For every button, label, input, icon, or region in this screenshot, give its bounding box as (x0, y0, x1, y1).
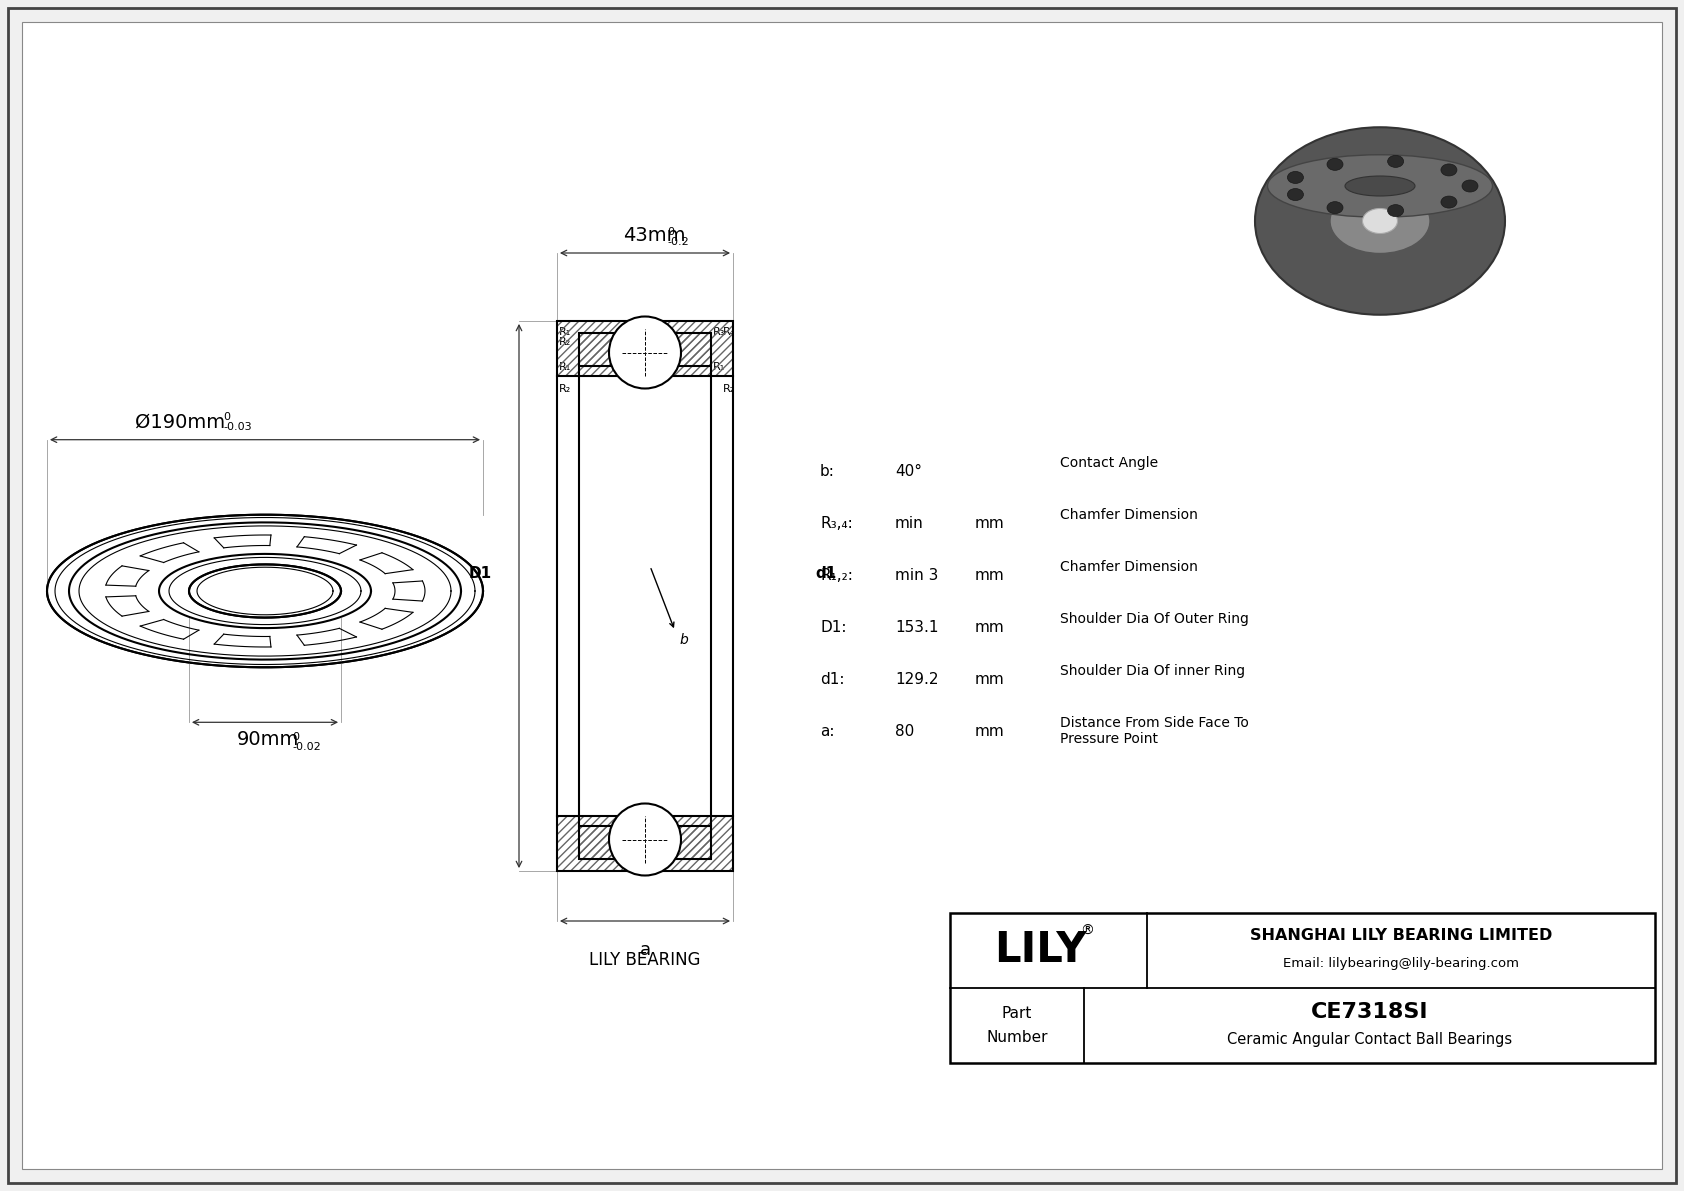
Text: Chamfer Dimension: Chamfer Dimension (1059, 560, 1197, 574)
Text: Shoulder Dia Of Outer Ring: Shoulder Dia Of Outer Ring (1059, 612, 1250, 626)
Ellipse shape (1462, 180, 1479, 192)
Polygon shape (47, 515, 483, 667)
Text: R₃,₄:: R₃,₄: (820, 516, 852, 530)
Text: b:: b: (820, 463, 835, 479)
Text: 80: 80 (894, 723, 914, 738)
Text: mm: mm (975, 723, 1005, 738)
Text: -0.02: -0.02 (291, 742, 320, 753)
Polygon shape (189, 565, 340, 618)
Text: R₄: R₄ (722, 328, 736, 337)
Text: D1: D1 (468, 566, 492, 581)
Text: 0: 0 (291, 732, 300, 742)
Ellipse shape (1288, 172, 1303, 183)
Text: Part: Part (1002, 1006, 1032, 1021)
Text: 0: 0 (222, 412, 231, 422)
Text: Shoulder Dia Of inner Ring: Shoulder Dia Of inner Ring (1059, 665, 1244, 678)
Ellipse shape (1442, 164, 1457, 176)
Text: D1:: D1: (820, 619, 847, 635)
Text: 129.2: 129.2 (894, 672, 938, 686)
Ellipse shape (1327, 158, 1344, 170)
Ellipse shape (1268, 155, 1492, 217)
Ellipse shape (1288, 188, 1303, 200)
Text: d1: d1 (815, 566, 837, 581)
Text: -0.03: -0.03 (222, 422, 251, 431)
Circle shape (610, 804, 680, 875)
Text: Distance From Side Face To: Distance From Side Face To (1059, 716, 1250, 730)
Text: -0.2: -0.2 (667, 237, 689, 247)
Bar (950, 913, 1655, 1064)
Ellipse shape (1388, 205, 1404, 217)
Circle shape (610, 317, 680, 388)
Text: LILY BEARING: LILY BEARING (589, 950, 701, 969)
Text: Number: Number (987, 1030, 1047, 1045)
Text: b: b (679, 632, 687, 647)
Text: 43mm: 43mm (623, 226, 685, 245)
Ellipse shape (1255, 127, 1505, 314)
Text: mm: mm (975, 619, 1005, 635)
Ellipse shape (1388, 155, 1404, 168)
Text: d1:: d1: (820, 672, 844, 686)
Text: R₁: R₁ (559, 362, 571, 372)
Text: Chamfer Dimension: Chamfer Dimension (1059, 509, 1197, 522)
Text: a: a (640, 941, 650, 959)
Text: R₂: R₂ (559, 337, 571, 347)
Text: Contact Angle: Contact Angle (1059, 456, 1159, 470)
Text: R₁: R₁ (712, 362, 726, 372)
Text: R₂: R₂ (559, 384, 571, 394)
Ellipse shape (1327, 201, 1344, 213)
Text: Ø190mm: Ø190mm (135, 413, 226, 431)
Text: min: min (894, 516, 925, 530)
Text: R₁,₂:: R₁,₂: (820, 567, 852, 582)
Text: Email: lilybearing@lily-bearing.com: Email: lilybearing@lily-bearing.com (1283, 958, 1519, 971)
Text: mm: mm (975, 516, 1005, 530)
Ellipse shape (1330, 188, 1430, 254)
Text: SHANGHAI LILY BEARING LIMITED: SHANGHAI LILY BEARING LIMITED (1250, 929, 1553, 943)
Text: R₁: R₁ (559, 328, 571, 337)
Text: R₂: R₂ (722, 384, 736, 394)
Text: Ceramic Angular Contact Ball Bearings: Ceramic Angular Contact Ball Bearings (1228, 1031, 1512, 1047)
Text: mm: mm (975, 567, 1005, 582)
Text: 0: 0 (667, 227, 674, 237)
Text: 90mm: 90mm (237, 730, 300, 749)
Text: Pressure Point: Pressure Point (1059, 732, 1159, 746)
Ellipse shape (1442, 197, 1457, 208)
Text: mm: mm (975, 672, 1005, 686)
Text: R₃: R₃ (712, 328, 726, 337)
Text: LILY: LILY (995, 929, 1086, 972)
Text: min 3: min 3 (894, 567, 938, 582)
Text: 153.1: 153.1 (894, 619, 938, 635)
Text: ®: ® (1079, 923, 1093, 937)
Ellipse shape (1346, 176, 1415, 197)
Text: 40°: 40° (894, 463, 923, 479)
Text: a:: a: (820, 723, 835, 738)
Ellipse shape (1362, 208, 1398, 233)
Text: CE7318SI: CE7318SI (1310, 1002, 1428, 1022)
